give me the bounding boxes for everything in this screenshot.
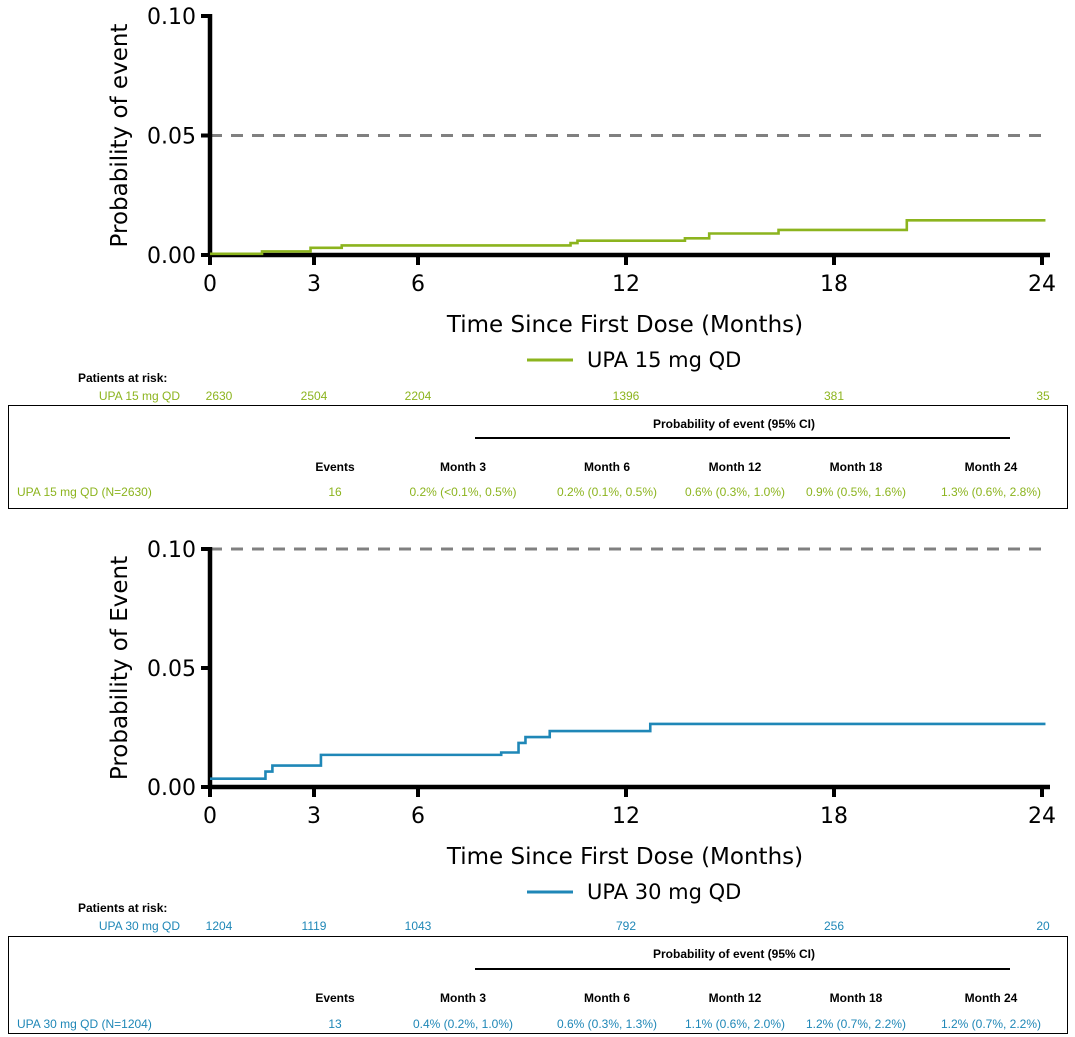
ci-table-upa15: Probability of event (95% CI) Events Mont… <box>8 405 1068 509</box>
x-tick-label: 24 <box>1028 272 1056 297</box>
ci-table-cell: 1.2% (0.7%, 2.2%) <box>805 1017 907 1031</box>
y-axis-title: Probability of event <box>107 24 133 248</box>
ci-table-column-header: Month 6 <box>584 460 630 474</box>
km-chart-upa30: 0.00 0.05 0.10 0 3 6 12 18 24 Time Since First Do… <box>107 538 1056 904</box>
patients-at-risk-value: 20 <box>1036 919 1050 933</box>
patients-at-risk-value: 2630 <box>205 389 233 403</box>
x-tick-label: 3 <box>307 804 321 829</box>
ci-table-cell: 16 <box>328 485 342 499</box>
x-tick-label: 18 <box>820 804 848 829</box>
ci-table-cell: 1.3% (0.6%, 2.8%) <box>940 485 1042 499</box>
patients-at-risk-value: 1043 <box>404 919 432 933</box>
x-tick-label: 0 <box>203 272 217 297</box>
ci-table-column-header: Month 12 <box>708 991 762 1005</box>
ci-table-cell: 0.9% (0.5%, 1.6%) <box>805 485 907 499</box>
ci-table-cell: 1.1% (0.6%, 2.0%) <box>684 1017 786 1031</box>
ci-table-column-header: Events <box>315 991 355 1005</box>
patients-at-risk-title: Patients at risk: <box>78 371 168 385</box>
ci-table-row-label: UPA 15 mg QD (N=2630) <box>17 485 152 499</box>
patients-at-risk-series-label: UPA 30 mg QD <box>98 919 180 933</box>
ci-table-cell: 1.2% (0.7%, 2.2%) <box>940 1017 1042 1031</box>
ci-table-heading: Probability of event (95% CI) <box>652 417 816 431</box>
patients-at-risk-value: 256 <box>823 919 845 933</box>
x-tick-label: 0 <box>203 804 217 829</box>
series-line <box>210 722 1046 780</box>
ci-table-heading: Probability of event (95% CI) <box>652 947 816 961</box>
patients-at-risk-value: 35 <box>1036 389 1050 403</box>
y-tick-label: 0.00 <box>147 776 196 801</box>
y-axis-title: Probability of Event <box>107 556 133 780</box>
ci-table-column-header: Month 18 <box>829 460 883 474</box>
ci-table-heading-rule <box>475 437 1010 439</box>
patients-at-risk-title: Patients at risk: <box>78 901 168 915</box>
patients-at-risk-value: 1204 <box>205 919 233 933</box>
patients-at-risk-value: 1396 <box>612 389 640 403</box>
ci-table-upa30: Probability of event (95% CI) Events Mont… <box>8 936 1068 1034</box>
x-tick-label: 18 <box>820 272 848 297</box>
ci-table-column-header: Month 6 <box>584 991 630 1005</box>
ci-table-cell: 0.6% (0.3%, 1.0%) <box>684 485 786 499</box>
ci-table-column-header: Month 24 <box>964 460 1018 474</box>
ci-table-column-header: Events <box>315 460 355 474</box>
y-tick-label: 0.00 <box>147 244 196 269</box>
ci-table-cell: 0.2% (<0.1%, 0.5%) <box>409 485 517 499</box>
ci-table-heading-rule <box>475 968 1010 970</box>
x-axis-title: Time Since First Dose (Months) <box>446 844 803 870</box>
legend-label: UPA 30 mg QD <box>587 880 741 904</box>
ci-table-cell: 13 <box>328 1017 342 1031</box>
km-chart-upa15: 0.00 0.05 0.10 0 3 6 12 18 24 Time Since First Do… <box>107 5 1056 372</box>
patients-at-risk-value: 2504 <box>300 389 328 403</box>
x-tick-label: 12 <box>612 272 640 297</box>
patients-at-risk-value: 2204 <box>404 389 432 403</box>
x-tick-label: 6 <box>411 272 425 297</box>
x-tick-label: 3 <box>307 272 321 297</box>
y-tick-label: 0.05 <box>147 657 196 682</box>
legend-label: UPA 15 mg QD <box>587 348 741 372</box>
x-tick-label: 12 <box>612 804 640 829</box>
patients-at-risk-value: 792 <box>615 919 637 933</box>
ci-table-column-header: Month 18 <box>829 991 883 1005</box>
series-line <box>210 219 1046 256</box>
patients-at-risk-value: 1119 <box>301 919 327 933</box>
x-axis-title: Time Since First Dose (Months) <box>446 312 803 338</box>
ci-table-row-label: UPA 30 mg QD (N=1204) <box>17 1017 152 1031</box>
ci-table-cell: 0.6% (0.3%, 1.3%) <box>556 1017 658 1031</box>
ci-table-column-header: Month 12 <box>708 460 762 474</box>
ci-table-column-header: Month 24 <box>964 991 1018 1005</box>
y-tick-label: 0.05 <box>147 125 196 150</box>
x-tick-label: 24 <box>1028 804 1056 829</box>
ci-table-cell: 0.4% (0.2%, 1.0%) <box>412 1017 514 1031</box>
y-tick-label: 0.10 <box>147 538 196 563</box>
patients-at-risk-series-label: UPA 15 mg QD <box>98 389 180 403</box>
ci-table-column-header: Month 3 <box>440 460 486 474</box>
patients-at-risk-value: 381 <box>823 389 845 403</box>
ci-table-cell: 0.2% (0.1%, 0.5%) <box>556 485 658 499</box>
x-tick-label: 6 <box>411 804 425 829</box>
ci-table-column-header: Month 3 <box>440 991 486 1005</box>
y-tick-label: 0.10 <box>147 5 196 30</box>
